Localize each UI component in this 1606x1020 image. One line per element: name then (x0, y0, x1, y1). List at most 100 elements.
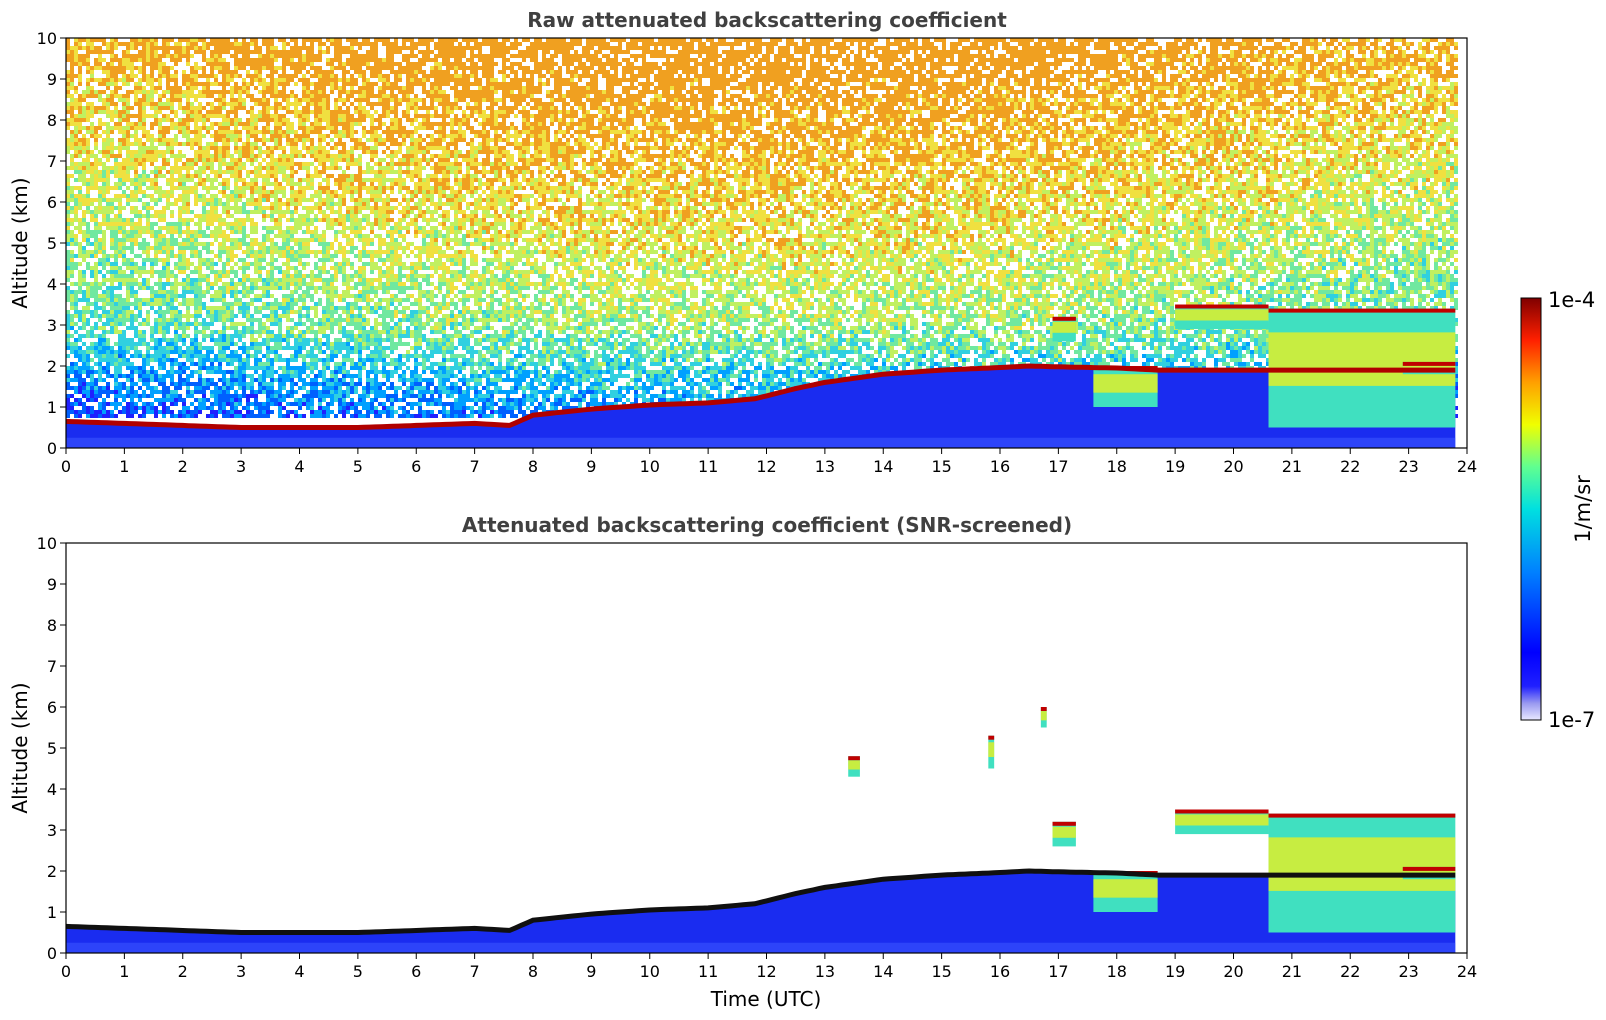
noise-cell (138, 226, 142, 230)
noise-cell (78, 98, 82, 102)
noise-cell (106, 350, 110, 354)
noise-cell (110, 322, 114, 326)
noise-cell (114, 414, 118, 418)
noise-cell (134, 406, 138, 410)
noise-cell (74, 370, 78, 374)
noise-cell (98, 194, 102, 198)
noise-cell (74, 226, 78, 230)
noise-cell (78, 290, 82, 294)
noise-cell (118, 266, 122, 270)
noise-cell (78, 114, 82, 118)
noise-cell (94, 78, 98, 82)
noise-cell (130, 106, 134, 110)
noise-cell (130, 234, 134, 238)
noise-cell (98, 362, 102, 366)
noise-cell (86, 330, 90, 334)
noise-cell (94, 66, 98, 70)
noise-cell (90, 386, 94, 390)
noise-cell (94, 282, 98, 286)
noise-cell (102, 78, 106, 82)
noise-cell (142, 362, 146, 366)
noise-cell (118, 182, 122, 186)
noise-cell (114, 262, 118, 266)
noise-cell (130, 74, 134, 78)
noise-cell (138, 122, 142, 126)
noise-cell (130, 382, 134, 386)
noise-cell (82, 278, 86, 282)
noise-cell (106, 98, 110, 102)
noise-cell (142, 50, 146, 54)
noise-cell (90, 102, 94, 106)
noise-cell (90, 378, 94, 382)
noise-cell (106, 190, 110, 194)
noise-cell (74, 218, 78, 222)
noise-cell (126, 386, 130, 390)
noise-cell (102, 398, 106, 402)
noise-cell (134, 66, 138, 70)
noise-cell (138, 274, 142, 278)
noise-cell (122, 114, 126, 118)
noise-cell (74, 306, 78, 310)
noise-cell (82, 198, 86, 202)
noise-cell (90, 46, 94, 50)
noise-cell (94, 350, 98, 354)
noise-cell (98, 298, 102, 302)
noise-cell (110, 270, 114, 274)
noise-cell (86, 58, 90, 62)
noise-cell (122, 170, 126, 174)
noise-cell (78, 202, 82, 206)
noise-cell (90, 66, 94, 70)
noise-cell (74, 282, 78, 286)
noise-cell (102, 130, 106, 134)
noise-cell (70, 370, 74, 374)
noise-cell (94, 142, 98, 146)
noise-cell (94, 310, 98, 314)
noise-cell (126, 394, 130, 398)
noise-cell (114, 294, 118, 298)
noise-cell (94, 62, 98, 66)
noise-cell (142, 262, 146, 266)
noise-cell (102, 274, 106, 278)
noise-cell (110, 262, 114, 266)
noise-cell (110, 42, 114, 46)
noise-cell (122, 126, 126, 130)
noise-cell (94, 378, 98, 382)
noise-cell (74, 262, 78, 266)
noise-cell (114, 314, 118, 318)
noise-cell (82, 94, 86, 98)
noise-cell (126, 78, 130, 82)
noise-cell (90, 406, 94, 410)
noise-cell (102, 122, 106, 126)
noise-cell (130, 338, 134, 342)
noise-cell (110, 110, 114, 114)
noise-cell (90, 214, 94, 218)
noise-cell (142, 406, 146, 410)
noise-cell (78, 298, 82, 302)
noise-cell (114, 286, 118, 290)
noise-cell (142, 150, 146, 154)
noise-cell (126, 338, 130, 342)
noise-cell (110, 306, 114, 310)
noise-cell (102, 186, 106, 190)
noise-cell (122, 182, 126, 186)
noise-cell (106, 354, 110, 358)
noise-cell (94, 290, 98, 294)
noise-cell (86, 78, 90, 82)
noise-cell (86, 358, 90, 362)
noise-cell (130, 398, 134, 402)
noise-cell (138, 330, 142, 334)
noise-cell (94, 326, 98, 330)
noise-cell (90, 134, 94, 138)
noise-cell (142, 158, 146, 162)
noise-cell (86, 302, 90, 306)
noise-cell (106, 270, 110, 274)
noise-cell (134, 222, 138, 226)
noise-cell (98, 318, 102, 322)
noise-cell (126, 234, 130, 238)
noise-cell (74, 106, 78, 110)
noise-cell (126, 94, 130, 98)
noise-cell (90, 346, 94, 350)
noise-cell (98, 202, 102, 206)
noise-cell (134, 390, 138, 394)
noise-cell (122, 42, 126, 46)
